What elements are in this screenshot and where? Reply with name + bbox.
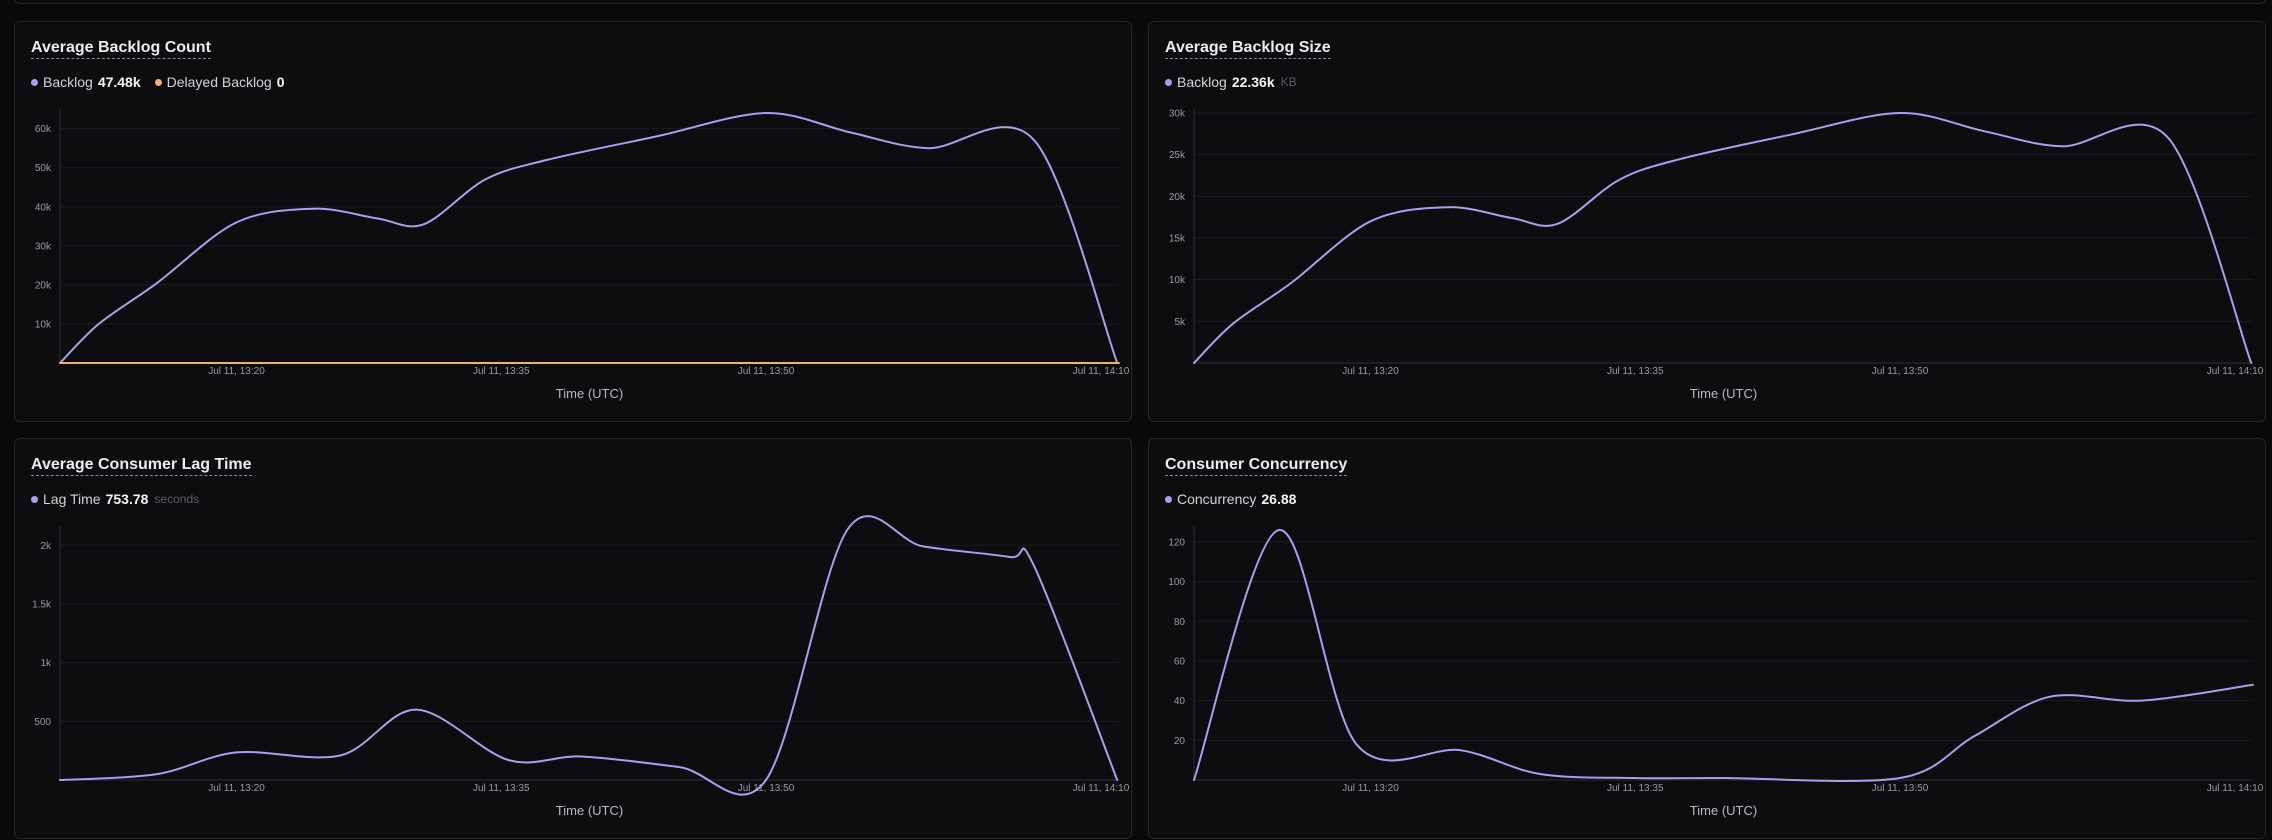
y-tick-label: 100 [1168, 577, 1185, 588]
legend-label: Backlog [43, 74, 93, 90]
x-tick-label: Jul 11, 13:50 [738, 783, 795, 794]
x-axis-title: Time (UTC) [556, 386, 623, 401]
x-tick-label: Jul 11, 13:20 [208, 783, 265, 794]
legend-item-concurrency[interactable]: Concurrency 26.88 [1165, 491, 1296, 507]
panel-title[interactable]: Average Consumer Lag Time [31, 456, 252, 476]
y-tick-label: 30k [35, 241, 52, 252]
y-tick-label: 30k [1169, 109, 1186, 120]
legend-value: 0 [276, 74, 285, 90]
legend-value: 47.48k [97, 74, 141, 90]
top-panel-edge [14, 0, 2266, 4]
x-tick-label: Jul 11, 13:50 [738, 366, 795, 377]
x-tick-label: Jul 11, 13:35 [1607, 366, 1664, 377]
y-tick-label: 15k [1169, 234, 1186, 245]
chart-legend: Concurrency 26.88 [1165, 491, 1296, 507]
x-tick-label: Jul 11, 13:50 [1872, 783, 1929, 794]
x-tick-label: Jul 11, 13:35 [1607, 783, 1664, 794]
legend-value: 753.78 [105, 491, 149, 507]
series-line-backlog [1193, 111, 2253, 364]
y-tick-label: 1k [40, 658, 52, 669]
chart-legend: Backlog 47.48k Delayed Backlog 0 [31, 74, 285, 90]
y-tick-label: 40k [35, 202, 52, 213]
y-tick-label: 2k [40, 541, 52, 552]
x-axis-title: Time (UTC) [556, 803, 623, 818]
y-tick-label: 120 [1168, 537, 1185, 548]
y-tick-label: 20 [1174, 736, 1186, 747]
y-tick-label: 25k [1169, 150, 1186, 161]
consumer-concurrency-chart[interactable]: 20 40 60 80 100 120 Jul 11, 13:20 Jul 11, 13:35… [1149, 439, 2267, 840]
y-tick-label: 5k [1174, 317, 1186, 328]
legend-dot-icon [154, 78, 162, 86]
panel-title[interactable]: Consumer Concurrency [1165, 456, 1348, 476]
x-tick-label: Jul 11, 13:35 [473, 783, 530, 794]
legend-dot-icon [1165, 78, 1172, 86]
y-tick-label: 50k [35, 163, 52, 174]
legend-label: Delayed Backlog [166, 74, 272, 90]
legend-item-delayed-backlog[interactable]: Delayed Backlog 0 [154, 74, 285, 90]
legend-value: 22.36k [1231, 74, 1275, 90]
legend-unit: KB [1280, 75, 1297, 89]
legend-dot-icon [31, 78, 38, 86]
chart-legend: Lag Time 753.78 seconds [31, 491, 199, 507]
backlog-count-panel: Average Backlog Count Backlog 47.48k Del… [14, 21, 1132, 422]
chart-legend: Backlog 22.36k KB [1165, 74, 1297, 90]
x-tick-label: Jul 11, 14:10 [1073, 366, 1130, 377]
legend-label: Concurrency [1177, 491, 1257, 507]
y-tick-label: 10k [1169, 275, 1186, 286]
x-tick-label: Jul 11, 13:20 [1342, 783, 1399, 794]
legend-dot-icon [31, 495, 38, 503]
y-tick-label: 500 [34, 717, 51, 728]
y-tick-label: 1.5k [32, 599, 52, 610]
y-tick-label: 80 [1174, 617, 1186, 628]
legend-label: Lag Time [43, 491, 101, 507]
series-line-concurrency [1193, 529, 2254, 782]
backlog-size-chart[interactable]: 5k 10k 15k 20k 25k 30k Jul 11, 13:20 Jul 11, 13… [1149, 22, 2267, 423]
y-tick-label: 10k [35, 319, 52, 330]
x-axis-title: Time (UTC) [1690, 386, 1757, 401]
backlog-size-panel: Average Backlog Size Backlog 22.36k KB 5… [1148, 21, 2266, 422]
backlog-count-chart[interactable]: 10k 20k 30k 40k 50k 60k Jul 11, 13:20 Jul 11, 1… [15, 22, 1133, 423]
legend-value: 26.88 [1261, 491, 1297, 507]
y-tick-label: 60k [35, 124, 52, 135]
legend-item-backlog[interactable]: Backlog 47.48k [31, 74, 141, 90]
x-axis-title: Time (UTC) [1690, 803, 1757, 818]
legend-unit: seconds [154, 492, 200, 506]
panel-title[interactable]: Average Backlog Size [1165, 39, 1331, 59]
legend-dot-icon [1165, 495, 1172, 503]
y-tick-label: 60 [1174, 656, 1186, 667]
legend-item-backlog[interactable]: Backlog 22.36k KB [1165, 74, 1297, 90]
x-tick-label: Jul 11, 14:10 [2207, 366, 2264, 377]
series-line-backlog [59, 111, 1119, 364]
series-line-lag-time [59, 515, 1119, 796]
y-tick-label: 40 [1174, 696, 1186, 707]
x-tick-label: Jul 11, 14:10 [2207, 783, 2264, 794]
x-tick-label: Jul 11, 13:20 [1342, 366, 1399, 377]
consumer-concurrency-panel: Consumer Concurrency Concurrency 26.88 2… [1148, 438, 2266, 839]
x-tick-label: Jul 11, 13:20 [208, 366, 265, 377]
x-tick-label: Jul 11, 13:35 [473, 366, 530, 377]
y-tick-label: 20k [1169, 192, 1186, 203]
y-tick-label: 20k [35, 280, 52, 291]
x-tick-label: Jul 11, 14:10 [1073, 783, 1130, 794]
panel-title[interactable]: Average Backlog Count [31, 39, 211, 59]
consumer-lag-chart[interactable]: 500 1k 1.5k 2k Jul 11, 13:20 Jul 11, 13:35 Jul… [15, 439, 1133, 840]
legend-item-lag-time[interactable]: Lag Time 753.78 seconds [31, 491, 199, 507]
legend-label: Backlog [1177, 74, 1227, 90]
x-tick-label: Jul 11, 13:50 [1872, 366, 1929, 377]
consumer-lag-panel: Average Consumer Lag Time Lag Time 753.7… [14, 438, 1132, 839]
